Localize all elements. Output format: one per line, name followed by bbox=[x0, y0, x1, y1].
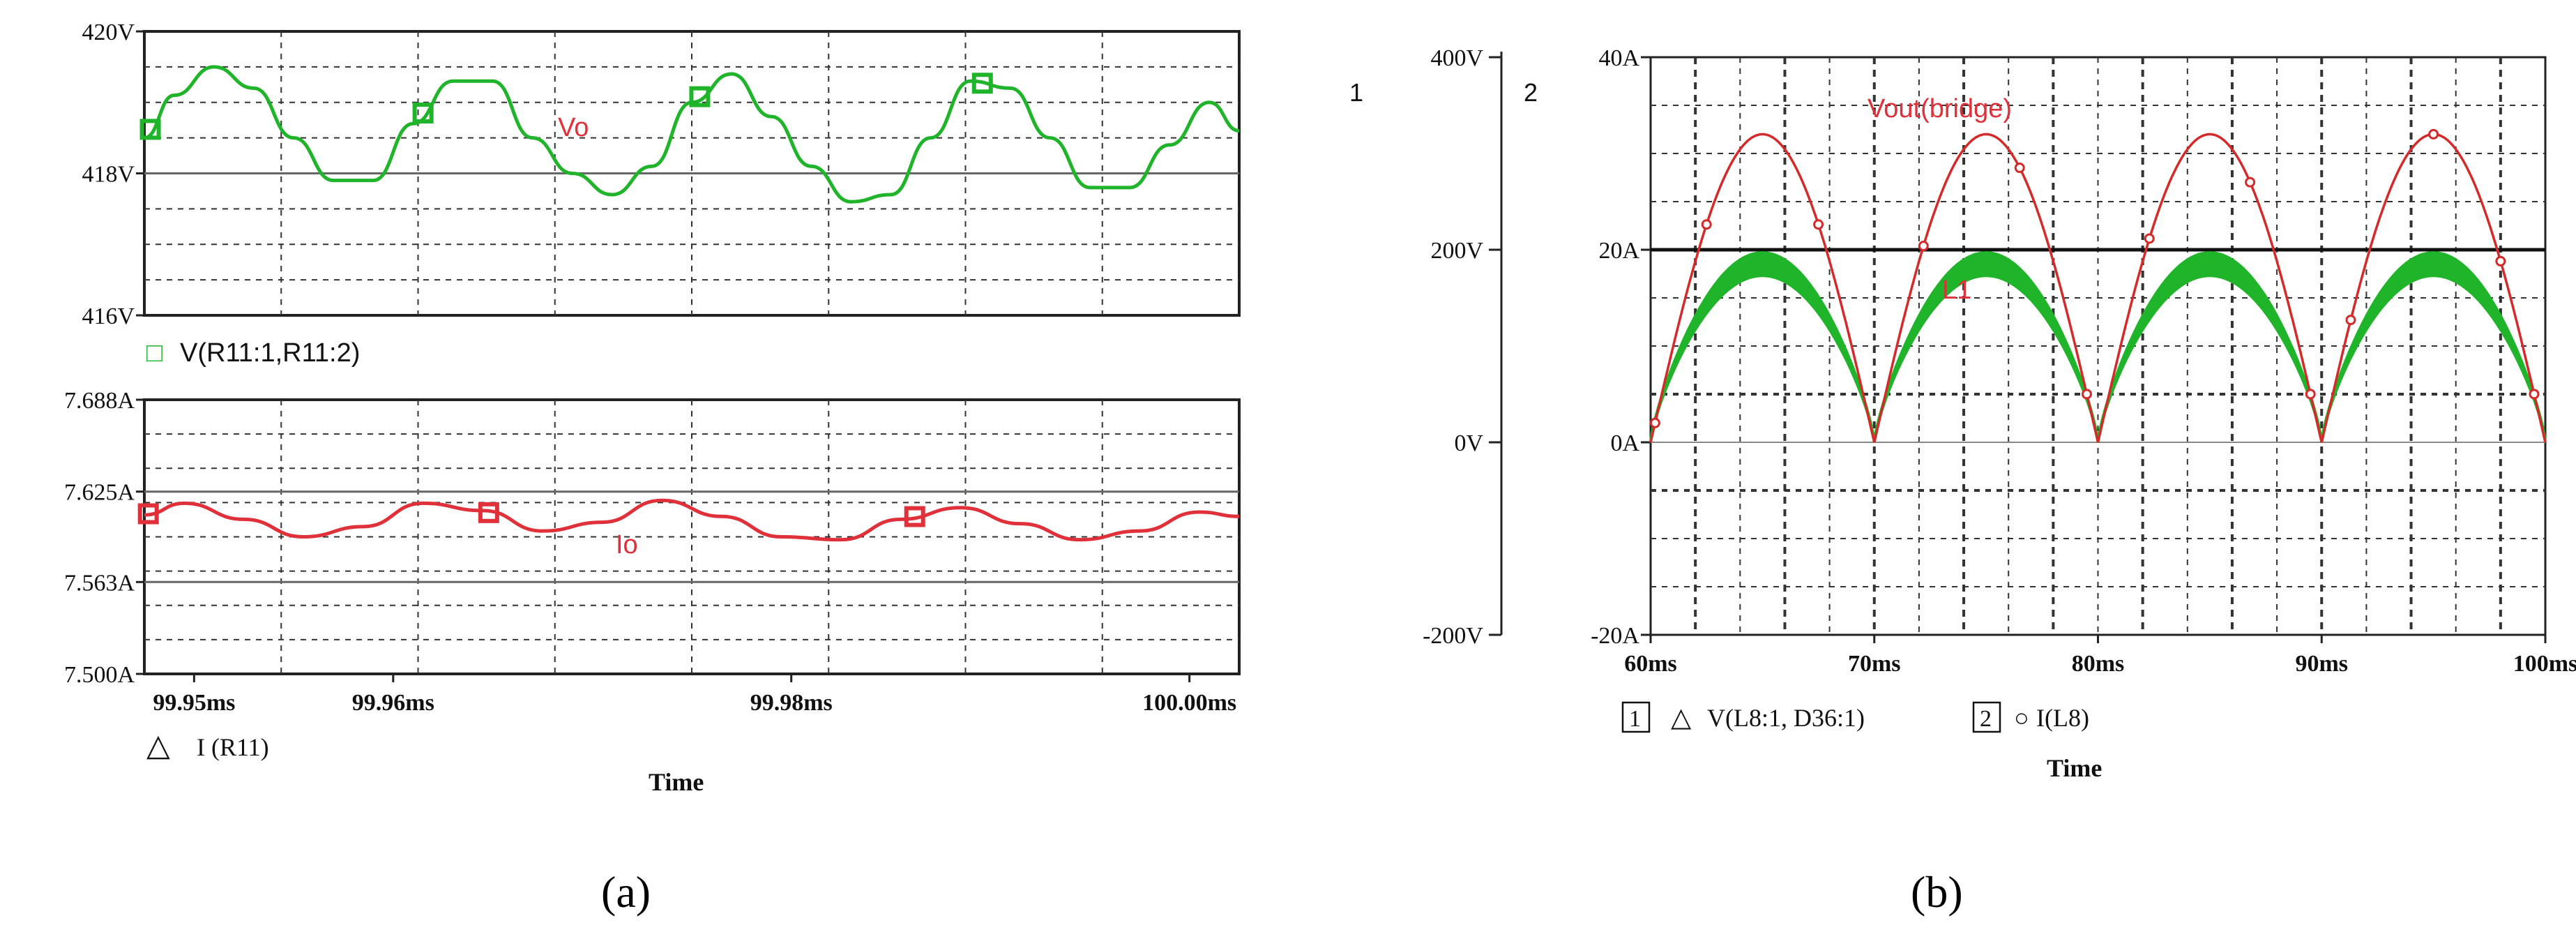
series-b bbox=[1649, 128, 2547, 443]
x-ticks-a-bottom: 99.95ms 99.96ms 99.98ms 100.00ms bbox=[153, 674, 1236, 716]
series-marker bbox=[412, 103, 434, 124]
x-tick-label: 99.98ms bbox=[750, 690, 833, 716]
y2-tick-label: -20A bbox=[1591, 623, 1639, 649]
axis1-id-label: 1 bbox=[1349, 78, 1363, 107]
legend-label-i-r11: I (R11) bbox=[197, 733, 269, 761]
chart-b: 400V 200V 0V -200V 40A 20A 0A -20A 60ms 70ms 80m… bbox=[1349, 45, 2576, 677]
x-axis-label-time-a: Time bbox=[649, 768, 704, 796]
legend-box-2-number: 2 bbox=[1980, 706, 1992, 732]
y-ticks-axis1-b: 400V 200V 0V -200V bbox=[1423, 45, 1503, 649]
gridlines-b bbox=[1651, 57, 2545, 635]
y-ticks-a-top: 420V 418V 416V bbox=[82, 20, 1239, 329]
voltage-marker bbox=[2529, 389, 2540, 400]
y-ticks-a-bottom: 7.688A 7.625A 7.563A 7.500A bbox=[64, 388, 1239, 688]
x-tick-label: 80ms bbox=[2072, 651, 2125, 677]
legend-box-1 bbox=[1621, 701, 1651, 733]
x-axis-label-time-b: Time bbox=[2047, 754, 2102, 782]
series-marker bbox=[139, 119, 161, 140]
y-tick-label: 7.688A bbox=[64, 388, 135, 414]
y2-tick-label: 40A bbox=[1598, 45, 1639, 71]
voltage-marker bbox=[1918, 241, 1929, 252]
voltage-marker bbox=[2345, 315, 2356, 326]
series-voltage-line bbox=[1649, 133, 2547, 443]
y-tick-label: 418V bbox=[82, 162, 135, 188]
annotation-vout-bridge: Vout(bridge) bbox=[1867, 94, 2012, 123]
y1-tick-label: -200V bbox=[1423, 623, 1483, 649]
series-line bbox=[144, 498, 1240, 542]
y-tick-label: 7.563A bbox=[64, 570, 135, 596]
series-a-bottom bbox=[137, 498, 1240, 542]
y-tick-label: 7.625A bbox=[64, 480, 135, 506]
legend-triangle-icon-b: △ bbox=[1671, 703, 1692, 733]
y1-tick-label: 0V bbox=[1454, 430, 1483, 456]
legend-triangle-icon: △ bbox=[146, 728, 170, 763]
annotation-io: Io bbox=[616, 530, 638, 559]
series-marker bbox=[478, 502, 499, 523]
voltage-marker bbox=[1813, 219, 1824, 230]
y2-tick-label: 0A bbox=[1610, 430, 1639, 456]
y1-tick-label: 200V bbox=[1430, 238, 1483, 264]
legend-circle-icon-b: ○ bbox=[2014, 703, 2029, 732]
voltage-marker bbox=[2144, 233, 2155, 244]
legend-box-1-number: 1 bbox=[1629, 706, 1641, 732]
legend-box-2 bbox=[1972, 701, 2001, 733]
annotation-vo: Vo bbox=[558, 113, 589, 142]
voltage-marker bbox=[2428, 128, 2439, 140]
voltage-marker bbox=[2081, 389, 2092, 400]
series-marker bbox=[971, 73, 993, 94]
voltage-marker bbox=[1649, 417, 1660, 428]
voltage-marker bbox=[1701, 219, 1712, 230]
x-ticks-b: 60ms 70ms 80ms 90ms 100ms bbox=[1624, 635, 2576, 677]
x-tick-label: 60ms bbox=[1624, 651, 1677, 677]
y1-tick-label: 400V bbox=[1430, 45, 1483, 71]
voltage-marker bbox=[2305, 389, 2316, 400]
y-tick-label: 420V bbox=[82, 20, 135, 45]
series-marker bbox=[904, 506, 925, 527]
legend-a-bottom: △ I (R11) bbox=[146, 728, 269, 763]
chart-a-top: 420V 418V 416V Vo bbox=[82, 20, 1241, 329]
legend-label-i-l8: I(L8) bbox=[2036, 704, 2089, 732]
series-marker bbox=[689, 86, 711, 107]
x-tick-label: 90ms bbox=[2295, 651, 2348, 677]
series-a-top bbox=[139, 65, 1240, 204]
axis2-id-label: 2 bbox=[1524, 78, 1538, 107]
caption-a: (a) bbox=[601, 867, 651, 917]
x-tick-label: 100.00ms bbox=[1142, 690, 1236, 716]
legend-square-icon: □ bbox=[146, 338, 162, 368]
legend-label-v-r11: V(R11:1,R11:2) bbox=[180, 338, 360, 368]
y-tick-label: 416V bbox=[82, 303, 135, 329]
x-tick-label: 70ms bbox=[1848, 651, 1901, 677]
voltage-marker bbox=[2014, 163, 2025, 174]
x-tick-label: 100ms bbox=[2513, 651, 2576, 677]
legend-b: 1 △ V(L8:1, D36:1) 2 ○ I(L8) bbox=[1621, 701, 2089, 733]
legend-label-v-l8: V(L8:1, D36:1) bbox=[1707, 704, 1865, 732]
y2-tick-label: 20A bbox=[1598, 238, 1639, 264]
series-marker bbox=[137, 503, 159, 525]
x-tick-label: 99.96ms bbox=[352, 690, 434, 716]
caption-b: (b) bbox=[1911, 867, 1963, 917]
legend-a-top: □ V(R11:1,R11:2) bbox=[146, 338, 360, 368]
x-tick-label: 99.95ms bbox=[153, 690, 235, 716]
y-ticks-axis2-b: 40A 20A 0A -20A bbox=[1591, 45, 1651, 649]
voltage-marker bbox=[2495, 255, 2506, 266]
gridlines-a-bottom bbox=[144, 400, 1239, 674]
y-tick-label: 7.500A bbox=[64, 662, 135, 688]
voltage-marker bbox=[2245, 176, 2256, 188]
annotation-l1: L1 bbox=[1942, 276, 1971, 305]
